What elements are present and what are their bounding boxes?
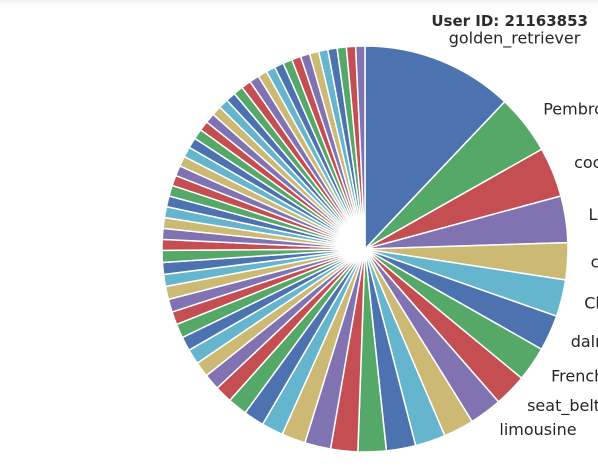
slice-label: chow xyxy=(591,252,598,271)
slice-label: seat_belt xyxy=(527,396,598,416)
slice-label: Pembroke xyxy=(543,99,598,118)
slice-label: French_bulldog xyxy=(551,367,598,387)
slice-label: Chihuahua xyxy=(584,293,598,312)
slice-label: dalmatian xyxy=(571,332,598,351)
pie-slices xyxy=(162,46,568,452)
slice-label: cocker_spaniel xyxy=(574,153,598,173)
slice-label: golden_retriever xyxy=(449,29,581,49)
slice-label: limousine xyxy=(499,420,576,439)
slice-label: Labrador_retriever xyxy=(589,205,598,225)
